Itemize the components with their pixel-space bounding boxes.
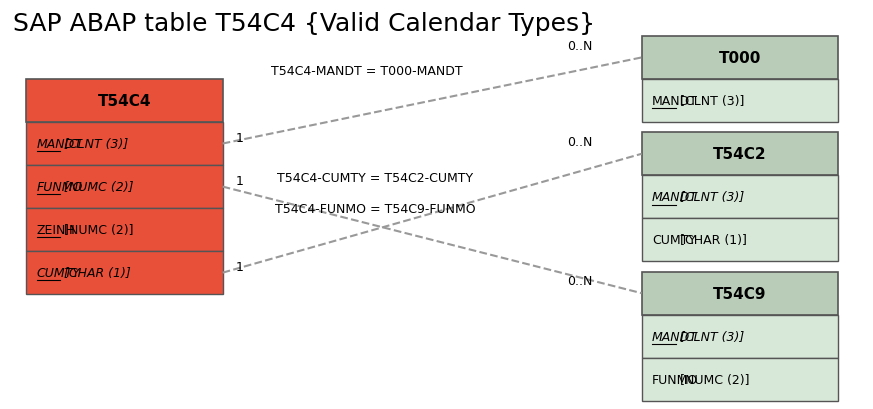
Text: 0..N: 0..N — [567, 275, 593, 288]
FancyBboxPatch shape — [26, 166, 223, 209]
FancyBboxPatch shape — [642, 133, 838, 176]
Text: 1: 1 — [236, 175, 244, 187]
Text: T54C2: T54C2 — [713, 147, 766, 162]
Text: MANDT: MANDT — [652, 330, 698, 343]
Text: T54C9: T54C9 — [713, 286, 766, 301]
Text: CUMTY: CUMTY — [37, 267, 80, 279]
FancyBboxPatch shape — [26, 123, 223, 166]
FancyBboxPatch shape — [26, 80, 223, 123]
Text: [CHAR (1)]: [CHAR (1)] — [676, 234, 746, 247]
FancyBboxPatch shape — [642, 176, 838, 219]
Text: CUMTY: CUMTY — [652, 234, 696, 247]
Text: [CHAR (1)]: [CHAR (1)] — [60, 267, 131, 279]
Text: T54C4: T54C4 — [98, 94, 151, 109]
FancyBboxPatch shape — [642, 219, 838, 262]
FancyBboxPatch shape — [642, 80, 838, 123]
Text: MANDT: MANDT — [37, 138, 83, 151]
Text: 1: 1 — [236, 132, 244, 144]
Text: ZEINH: ZEINH — [37, 224, 75, 236]
Text: SAP ABAP table T54C4 {Valid Calendar Types}: SAP ABAP table T54C4 {Valid Calendar Typ… — [13, 12, 595, 36]
FancyBboxPatch shape — [642, 315, 838, 358]
Text: T54C4-FUNMO = T54C9-FUNMO: T54C4-FUNMO = T54C9-FUNMO — [275, 203, 476, 216]
Text: T54C4-MANDT = T000-MANDT: T54C4-MANDT = T000-MANDT — [271, 65, 463, 78]
FancyBboxPatch shape — [26, 209, 223, 252]
FancyBboxPatch shape — [642, 358, 838, 401]
Text: [NUMC (2)]: [NUMC (2)] — [60, 181, 134, 193]
Text: [NUMC (2)]: [NUMC (2)] — [60, 224, 134, 236]
Text: 0..N: 0..N — [567, 136, 593, 148]
Text: [CLNT (3)]: [CLNT (3)] — [676, 95, 744, 108]
Text: [CLNT (3)]: [CLNT (3)] — [676, 191, 744, 204]
FancyBboxPatch shape — [26, 252, 223, 294]
Text: MANDT: MANDT — [652, 191, 698, 204]
Text: FUNMO: FUNMO — [652, 373, 698, 386]
Text: MANDT: MANDT — [652, 95, 698, 108]
Text: [CLNT (3)]: [CLNT (3)] — [60, 138, 128, 151]
Text: 0..N: 0..N — [567, 40, 593, 52]
Text: [NUMC (2)]: [NUMC (2)] — [676, 373, 749, 386]
Text: 1: 1 — [236, 261, 244, 273]
Text: [CLNT (3)]: [CLNT (3)] — [676, 330, 744, 343]
FancyBboxPatch shape — [642, 37, 838, 80]
Text: T000: T000 — [718, 51, 761, 66]
FancyBboxPatch shape — [642, 272, 838, 315]
Text: FUNMO: FUNMO — [37, 181, 83, 193]
Text: T54C4-CUMTY = T54C2-CUMTY: T54C4-CUMTY = T54C2-CUMTY — [278, 171, 473, 184]
